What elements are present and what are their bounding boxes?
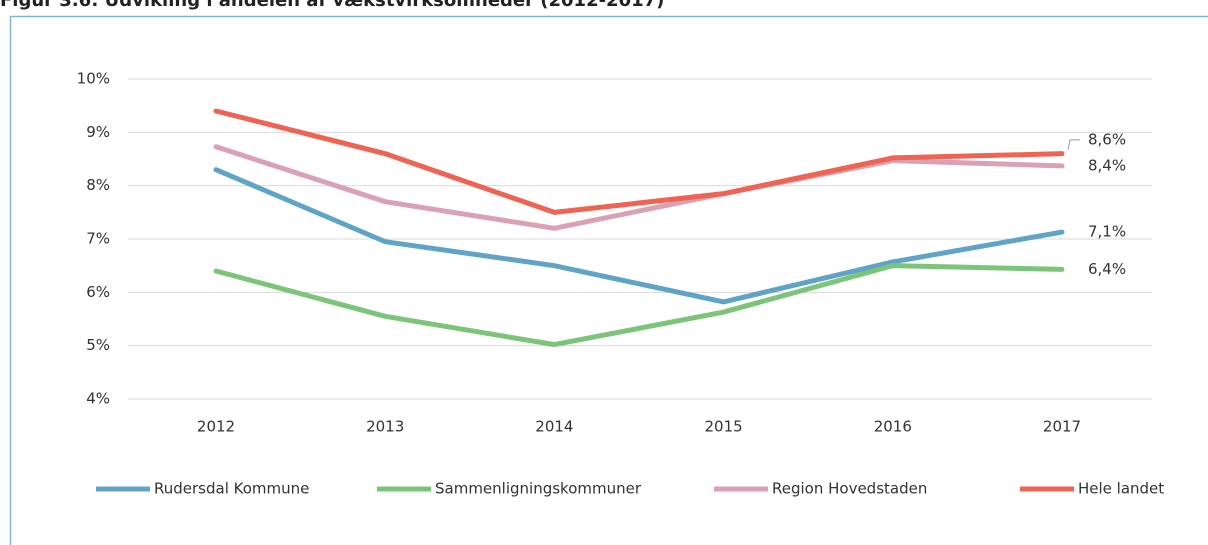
y-tick-label: 10% <box>77 70 110 88</box>
x-tick-label: 2013 <box>366 418 404 436</box>
series-line <box>213 144 1065 231</box>
x-tick-label: 2012 <box>197 418 235 436</box>
legend-label: Rudersdal Kommune <box>154 480 309 498</box>
data-label: 8,6% <box>1088 130 1126 148</box>
series-line <box>213 167 1065 305</box>
x-tick-label: 2014 <box>535 418 573 436</box>
y-tick-label: 9% <box>86 123 110 141</box>
x-tick-label: 2017 <box>1043 418 1081 436</box>
series-line <box>213 108 1065 215</box>
legend-label: Region Hovedstaden <box>772 480 927 498</box>
data-label: 8,4% <box>1088 156 1126 174</box>
chart-title: Figur 3.6: Udvikling i andelen af vækstv… <box>0 0 664 11</box>
y-tick-label: 7% <box>86 230 110 248</box>
chart-frame <box>9 15 1208 545</box>
label-leader <box>1067 139 1080 150</box>
series-line <box>213 263 1065 348</box>
y-tick-label: 8% <box>86 176 110 194</box>
y-tick-label: 6% <box>86 283 110 301</box>
y-tick-label: 4% <box>86 390 110 408</box>
data-label: 6,4% <box>1088 260 1126 278</box>
legend-label: Sammenligningskommuner <box>435 480 642 498</box>
x-tick-label: 2016 <box>874 418 912 436</box>
data-label: 7,1% <box>1088 223 1126 241</box>
y-tick-label: 5% <box>86 336 110 354</box>
legend-label: Hele landet <box>1078 480 1164 498</box>
x-tick-label: 2015 <box>705 418 743 436</box>
